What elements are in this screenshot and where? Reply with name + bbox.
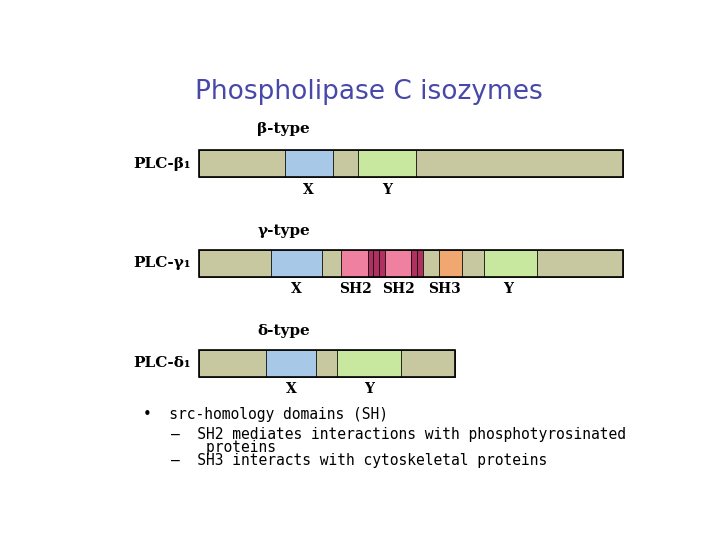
Bar (416, 150, 623, 177)
Text: SH2: SH2 (382, 282, 415, 296)
Bar (316, 349, 337, 377)
Text: SH2: SH2 (339, 282, 372, 296)
Bar (379, 250, 384, 277)
Bar (199, 250, 271, 277)
Bar (285, 150, 333, 177)
Bar (358, 150, 416, 177)
Bar (484, 250, 537, 277)
Text: γ-type: γ-type (258, 224, 310, 238)
Bar (374, 250, 379, 277)
Text: SH3: SH3 (428, 282, 462, 296)
Text: Y: Y (364, 382, 374, 396)
Bar (199, 349, 456, 377)
Text: –  SH3 interacts with cytoskeletal proteins: – SH3 interacts with cytoskeletal protei… (171, 453, 547, 468)
Text: Y: Y (382, 183, 392, 197)
Bar (199, 150, 623, 177)
Bar (384, 250, 411, 277)
Bar (423, 250, 439, 277)
Text: Phospholipase C isozymes: Phospholipase C isozymes (195, 79, 543, 105)
Text: X: X (291, 282, 302, 296)
Text: PLC-γ₁: PLC-γ₁ (133, 256, 190, 271)
Bar (337, 349, 401, 377)
Bar (271, 250, 322, 277)
Bar (341, 250, 368, 277)
Bar (368, 250, 374, 277)
Bar (199, 250, 623, 277)
Text: δ-type: δ-type (258, 324, 310, 338)
Bar (462, 250, 484, 277)
Text: PLC-δ₁: PLC-δ₁ (133, 356, 190, 370)
Bar (333, 150, 358, 177)
Bar (417, 250, 423, 277)
Bar (199, 349, 266, 377)
Text: X: X (286, 382, 296, 396)
Text: PLC-β₁: PLC-β₁ (133, 157, 190, 171)
Bar (411, 250, 417, 277)
Bar (401, 349, 456, 377)
Text: Y: Y (503, 282, 513, 296)
Bar (322, 250, 341, 277)
Bar (537, 250, 623, 277)
Text: β-type: β-type (258, 122, 310, 136)
Text: proteins: proteins (171, 440, 276, 455)
Bar (199, 150, 285, 177)
Text: –  SH2 mediates interactions with phosphotyrosinated: – SH2 mediates interactions with phospho… (171, 427, 626, 442)
Bar (439, 250, 462, 277)
Text: •  src-homology domains (SH): • src-homology domains (SH) (143, 407, 388, 422)
Bar (266, 349, 316, 377)
Text: X: X (303, 183, 314, 197)
